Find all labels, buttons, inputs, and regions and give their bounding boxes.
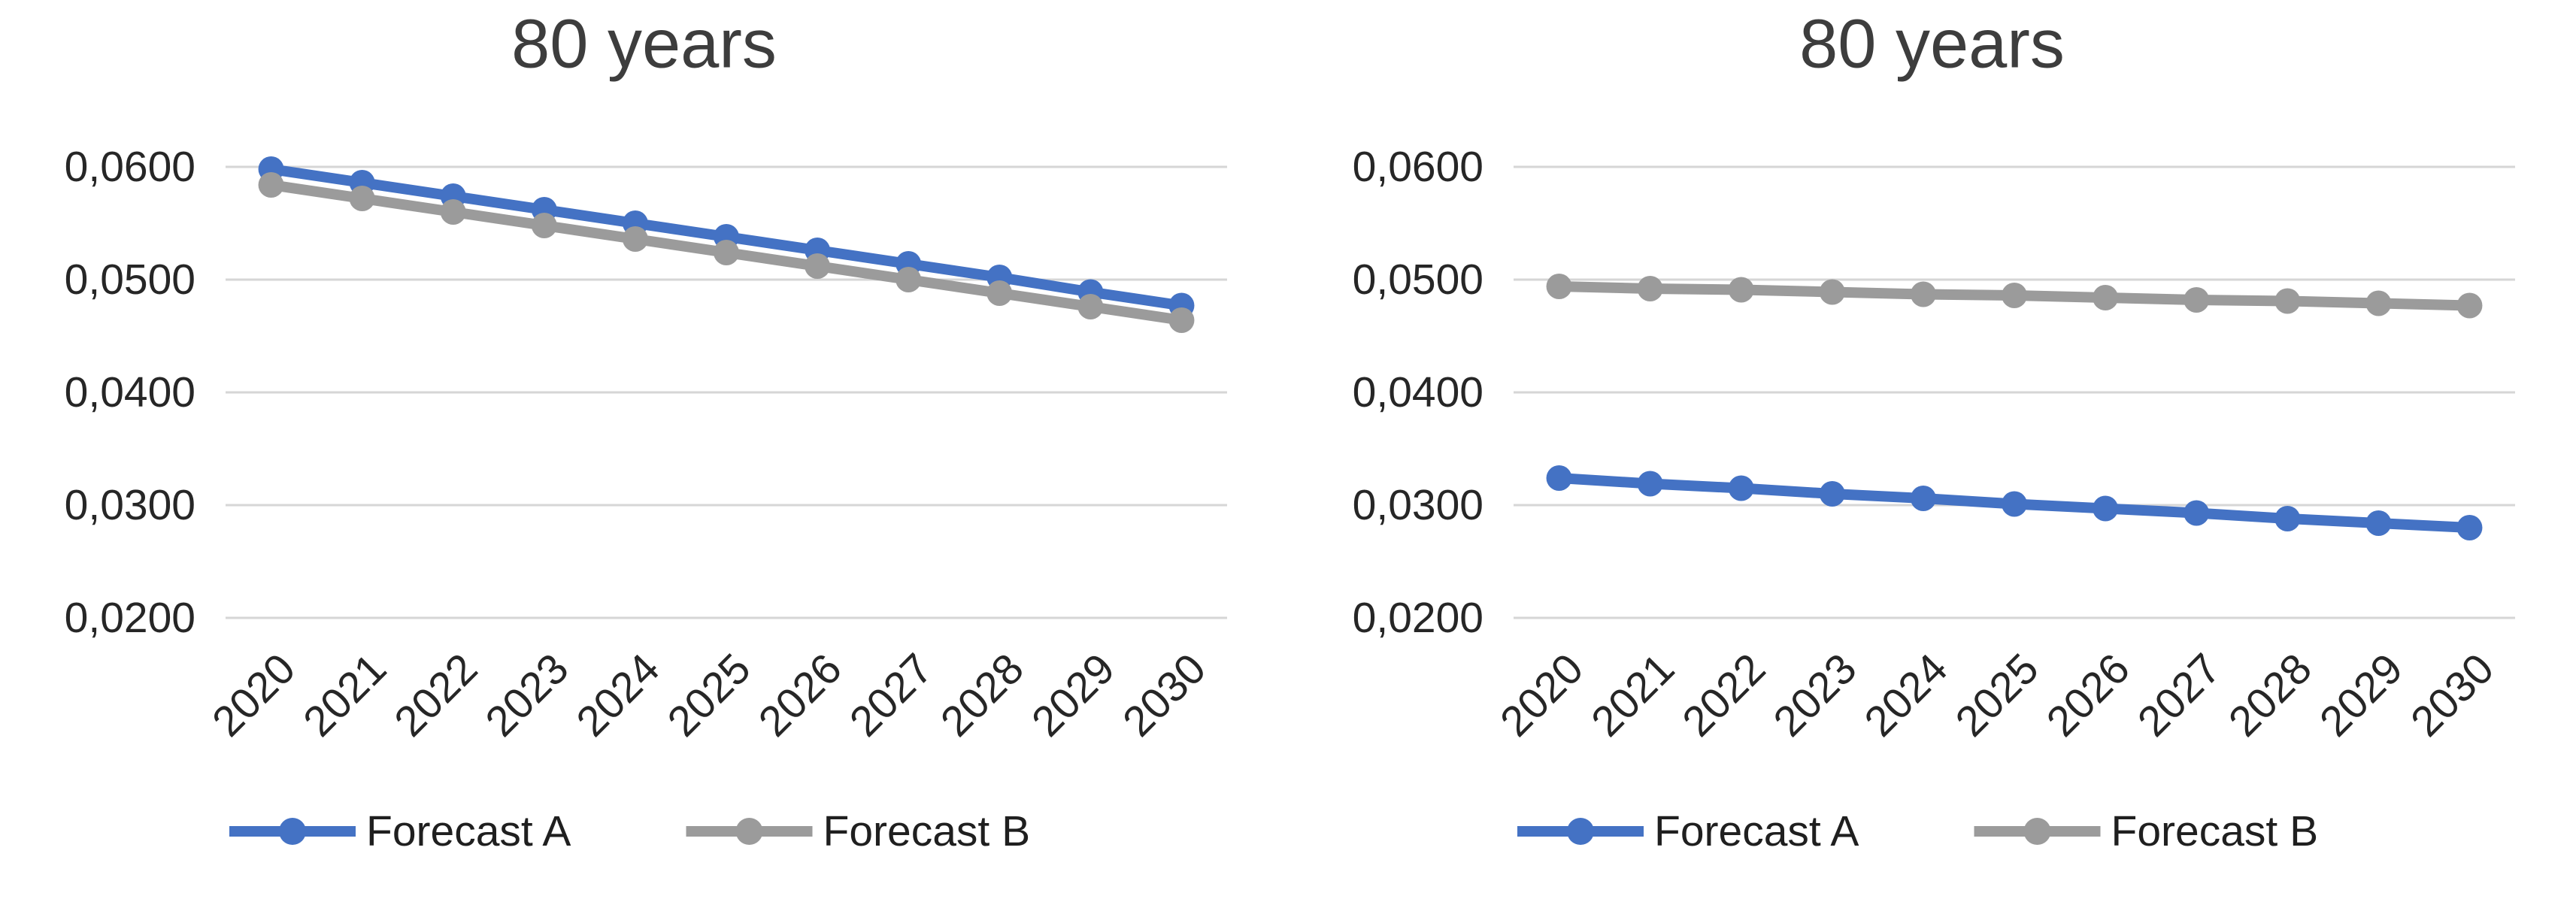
chart-panel-right: 80 years 0,0600 0,0500 0,0400 0,0300 0,0200 20…: [1288, 0, 2576, 902]
legend-dot-marker-forecast-b: [2023, 818, 2051, 845]
series-marker-forecast-b: [2184, 287, 2210, 313]
x-axis-tick-label: 2026: [750, 644, 851, 746]
legend-label-forecast-a: Forecast A: [366, 807, 571, 855]
x-axis-tick-label: 2022: [385, 644, 486, 746]
series-marker-forecast-b: [1546, 274, 1572, 299]
x-axis-tick-label: 2025: [659, 644, 760, 746]
chart-panel-left: 80 years 0,0600 0,0500 0,0400 0,0300 0,0200 20…: [65, 6, 1227, 855]
y-axis-tick-label: 0,0400: [65, 368, 195, 416]
x-axis-tick-label: 2026: [2038, 644, 2139, 746]
x-axis-tick-label: 2024: [568, 644, 669, 746]
x-axis-tick-label: 2028: [932, 644, 1033, 746]
line-chart-svg: 80 years0,06000,05000,04000,03000,020020…: [65, 6, 1227, 855]
series-marker-forecast-b: [440, 199, 466, 225]
series-marker-forecast-a: [2002, 491, 2027, 517]
series-marker-forecast-b: [2093, 285, 2119, 310]
series-marker-forecast-b: [1077, 294, 1104, 319]
y-axis-tick-label: 0,0600: [65, 143, 195, 191]
series-marker-forecast-b: [2365, 290, 2392, 316]
y-axis-tick-label: 0,0500: [65, 256, 195, 304]
legend-item-forecast-b: Forecast B: [1974, 807, 2319, 855]
series-marker-forecast-a: [2093, 495, 2119, 522]
legend: Forecast A Forecast B: [1517, 807, 2318, 855]
line-chart-svg: 80 years0,06000,05000,04000,03000,020020…: [1353, 6, 2515, 855]
x-axis-tick-label: 2025: [1947, 644, 2048, 746]
series-marker-forecast-a: [2365, 510, 2392, 536]
series-marker-forecast-a: [1728, 475, 1754, 501]
series-marker-forecast-b: [896, 267, 922, 292]
legend-dot-marker-forecast-b: [735, 818, 763, 845]
y-axis-tick-label: 0,0300: [65, 481, 195, 529]
x-axis-tick-label: 2030: [2402, 644, 2503, 746]
legend: Forecast A Forecast B: [229, 807, 1030, 855]
x-axis-tick-label: 2021: [294, 644, 395, 746]
x-axis-tick-label: 2028: [2220, 644, 2321, 746]
series-marker-forecast-a: [2184, 500, 2210, 526]
series-marker-forecast-b: [1637, 276, 1663, 301]
series-marker-forecast-b: [2002, 283, 2027, 308]
y-axis-tick-label: 0,0600: [1353, 143, 1483, 191]
y-axis-tick-label: 0,0200: [1353, 594, 1483, 642]
x-axis-tick-label: 2020: [1491, 644, 1593, 746]
series-marker-forecast-b: [2274, 288, 2301, 314]
x-axis-tick-label: 2022: [1673, 644, 1774, 746]
legend-label-forecast-b: Forecast B: [2111, 807, 2319, 855]
series-marker-forecast-b: [805, 253, 831, 279]
series-marker-forecast-b: [1168, 307, 1195, 333]
series-marker-forecast-b: [1819, 279, 1845, 305]
series-marker-forecast-b: [1910, 281, 1936, 307]
chart-title: 80 years: [1799, 6, 2065, 83]
series-marker-forecast-b: [714, 240, 739, 265]
x-axis-tick-label: 2029: [1023, 644, 1124, 746]
legend-item-forecast-b: Forecast B: [686, 807, 1031, 855]
x-axis-tick-label: 2021: [1582, 644, 1683, 746]
series-marker-forecast-a: [1819, 481, 1845, 507]
series-marker-forecast-b: [1728, 277, 1754, 303]
series-marker-forecast-b: [622, 226, 648, 252]
series-marker-forecast-b: [2456, 292, 2483, 319]
legend-item-forecast-a: Forecast A: [1517, 807, 1859, 855]
x-axis-tick-label: 2027: [841, 644, 942, 746]
legend-item-forecast-a: Forecast A: [229, 807, 571, 855]
x-axis-tick-label: 2027: [2129, 644, 2230, 746]
legend-dot-marker-forecast-a: [1567, 818, 1594, 845]
x-axis-tick-label: 2020: [203, 644, 305, 746]
series-marker-forecast-a: [1546, 465, 1572, 491]
x-axis-tick-label: 2023: [1765, 644, 1866, 746]
legend-label-forecast-b: Forecast B: [823, 807, 1031, 855]
x-axis-tick-label: 2030: [1114, 644, 1215, 746]
legend-dot-marker-forecast-a: [279, 818, 306, 845]
x-axis-tick-label: 2023: [477, 644, 578, 746]
chart-title: 80 years: [511, 6, 777, 83]
series-marker-forecast-b: [258, 172, 284, 198]
y-axis-tick-label: 0,0500: [1353, 256, 1483, 304]
x-axis-tick-label: 2024: [1856, 644, 1957, 746]
series-marker-forecast-a: [2274, 506, 2301, 531]
y-axis-tick-label: 0,0400: [1353, 368, 1483, 416]
y-axis-tick-label: 0,0300: [1353, 481, 1483, 529]
series-marker-forecast-b: [531, 213, 557, 238]
x-axis-tick-label: 2029: [2311, 644, 2412, 746]
series-marker-forecast-a: [1637, 471, 1663, 497]
legend-label-forecast-a: Forecast A: [1654, 807, 1859, 855]
series-marker-forecast-a: [2456, 515, 2483, 540]
y-axis-tick-label: 0,0200: [65, 594, 195, 642]
series-marker-forecast-b: [349, 186, 375, 211]
series-marker-forecast-b: [986, 280, 1013, 306]
series-marker-forecast-a: [1910, 486, 1936, 511]
